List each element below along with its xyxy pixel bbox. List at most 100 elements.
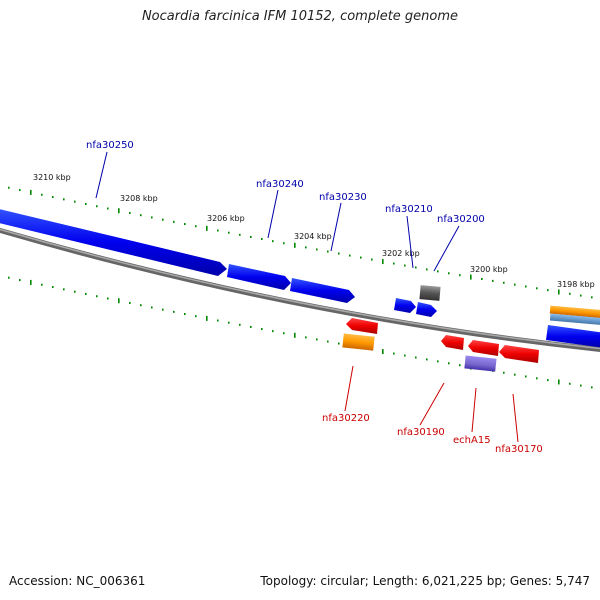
leader-echA15 — [471, 387, 477, 433]
scale-tick-minor — [514, 283, 516, 286]
scale-tick-minor — [415, 356, 417, 359]
scale-tick-minor — [448, 362, 450, 365]
gene-arrow-nfa30210[interactable] — [394, 298, 416, 313]
gene-label-nfa30190[interactable]: nfa30190 — [397, 427, 445, 438]
scale-tick-minor — [481, 278, 483, 281]
gene-label-nfa30250[interactable]: nfa30250 — [86, 140, 134, 151]
gene-arrow-red-1[interactable] — [346, 318, 378, 334]
leader-nfa30240 — [267, 189, 279, 239]
scale-tick-major — [206, 315, 208, 321]
scale-tick-minor — [261, 238, 263, 241]
scale-tick-minor — [195, 225, 197, 228]
gene-arrow-nfa30190[interactable] — [441, 335, 464, 350]
scale-tick-minor — [316, 248, 318, 251]
gene-arrow-nfa30250[interactable] — [0, 208, 227, 276]
scale-label: 3204 kbp — [294, 232, 332, 241]
scale-tick-minor — [525, 375, 527, 378]
scale-tick-minor — [459, 364, 461, 367]
gene-arrow-nfa30200[interactable] — [416, 302, 437, 317]
gene-arrow-nfa30230[interactable] — [290, 278, 355, 303]
scale-ticks-bottom — [8, 276, 593, 389]
scale-tick-minor — [41, 193, 43, 196]
scale-tick-major — [470, 274, 472, 280]
scale-tick-major — [206, 225, 208, 231]
scale-tick-major — [558, 379, 560, 385]
scale-tick-minor — [162, 218, 164, 221]
scale-label: 3202 kbp — [382, 249, 420, 258]
scale-tick-minor — [393, 262, 395, 265]
gene-arrow-nfa30170[interactable] — [499, 345, 539, 363]
scale-tick-minor — [140, 304, 142, 307]
scale-tick-minor — [217, 229, 219, 232]
scale-tick-minor — [426, 268, 428, 271]
scale-tick-minor — [173, 310, 175, 313]
scale-tick-minor — [151, 216, 153, 219]
feature-lightblue-right[interactable] — [549, 313, 600, 326]
scale-tick-minor — [327, 250, 329, 253]
scale-tick-minor — [228, 231, 230, 234]
gene-purple-echA15[interactable] — [464, 355, 497, 372]
leader-nfa30190 — [419, 382, 445, 426]
scale-tick-minor — [426, 358, 428, 361]
gene-label-nfa30240[interactable]: nfa30240 — [256, 179, 304, 190]
accession-text: Accession: NC_006361 — [9, 574, 146, 588]
scale-tick-minor — [250, 235, 252, 238]
scale-tick-minor — [52, 286, 54, 289]
leader-nfa30200 — [433, 225, 460, 272]
scale-tick-minor — [107, 207, 109, 210]
scale-label: 3198 kbp — [557, 280, 595, 289]
scale-tick-minor — [283, 332, 285, 335]
scale-tick-minor — [85, 292, 87, 295]
scale-tick-minor — [547, 379, 549, 382]
scale-tick-minor — [503, 371, 505, 374]
leader-nfa30170 — [512, 393, 519, 443]
scale-tick-major — [558, 289, 560, 295]
leader-nfa30220 — [344, 365, 354, 412]
scale-tick-major — [294, 242, 296, 248]
scale-tick-minor — [41, 283, 43, 286]
scale-tick-minor — [8, 276, 10, 279]
gene-arrow-nfa30240[interactable] — [227, 264, 291, 290]
scale-tick-minor — [96, 295, 98, 298]
gene-arrow-right-edge[interactable] — [546, 325, 600, 348]
gene-label-nfa30230[interactable]: nfa30230 — [319, 192, 367, 203]
gene-label-nfa30170[interactable]: nfa30170 — [495, 444, 543, 455]
scale-tick-minor — [272, 330, 274, 333]
scale-tick-minor — [360, 256, 362, 259]
scale-tick-minor — [19, 279, 21, 282]
scale-label: 3210 kbp — [33, 173, 71, 182]
gene-labels: nfa30250 nfa30240 nfa30230 nfa30210 nfa3… — [86, 140, 543, 455]
scale-tick-minor — [162, 308, 164, 311]
scale-tick-minor — [437, 270, 439, 273]
gene-arrow-red-3[interactable] — [468, 340, 499, 356]
gene-gray-feature[interactable] — [419, 285, 441, 301]
scale-tick-minor — [195, 315, 197, 318]
scale-tick-minor — [316, 338, 318, 341]
gene-label-nfa30200[interactable]: nfa30200 — [437, 214, 485, 225]
scale-tick-minor — [580, 384, 582, 387]
gene-label-nfa30220[interactable]: nfa30220 — [322, 413, 370, 424]
gene-label-nfa30210[interactable]: nfa30210 — [385, 204, 433, 215]
scale-tick-minor — [52, 196, 54, 199]
scale-tick-minor — [239, 233, 241, 236]
scale-tick-minor — [569, 292, 571, 295]
scale-label: 3206 kbp — [207, 214, 245, 223]
scale-tick-minor — [591, 386, 593, 389]
scale-ticks-top — [8, 186, 593, 299]
feature-orange-right[interactable] — [549, 305, 600, 319]
scale-tick-minor — [85, 202, 87, 205]
label-leaders — [95, 151, 519, 443]
scale-tick-minor — [327, 340, 329, 343]
scale-tick-minor — [228, 321, 230, 324]
scale-tick-minor — [569, 382, 571, 385]
gene-orange-nfa30220[interactable] — [342, 333, 375, 351]
leader-nfa30230 — [330, 202, 342, 252]
scale-tick-minor — [74, 290, 76, 293]
scale-tick-minor — [129, 301, 131, 304]
scale-tick-minor — [239, 323, 241, 326]
gene-label-echA15[interactable]: echA15 — [453, 435, 491, 446]
scale-tick-minor — [459, 274, 461, 277]
scale-tick-minor — [393, 352, 395, 355]
scale-tick-minor — [19, 189, 21, 192]
